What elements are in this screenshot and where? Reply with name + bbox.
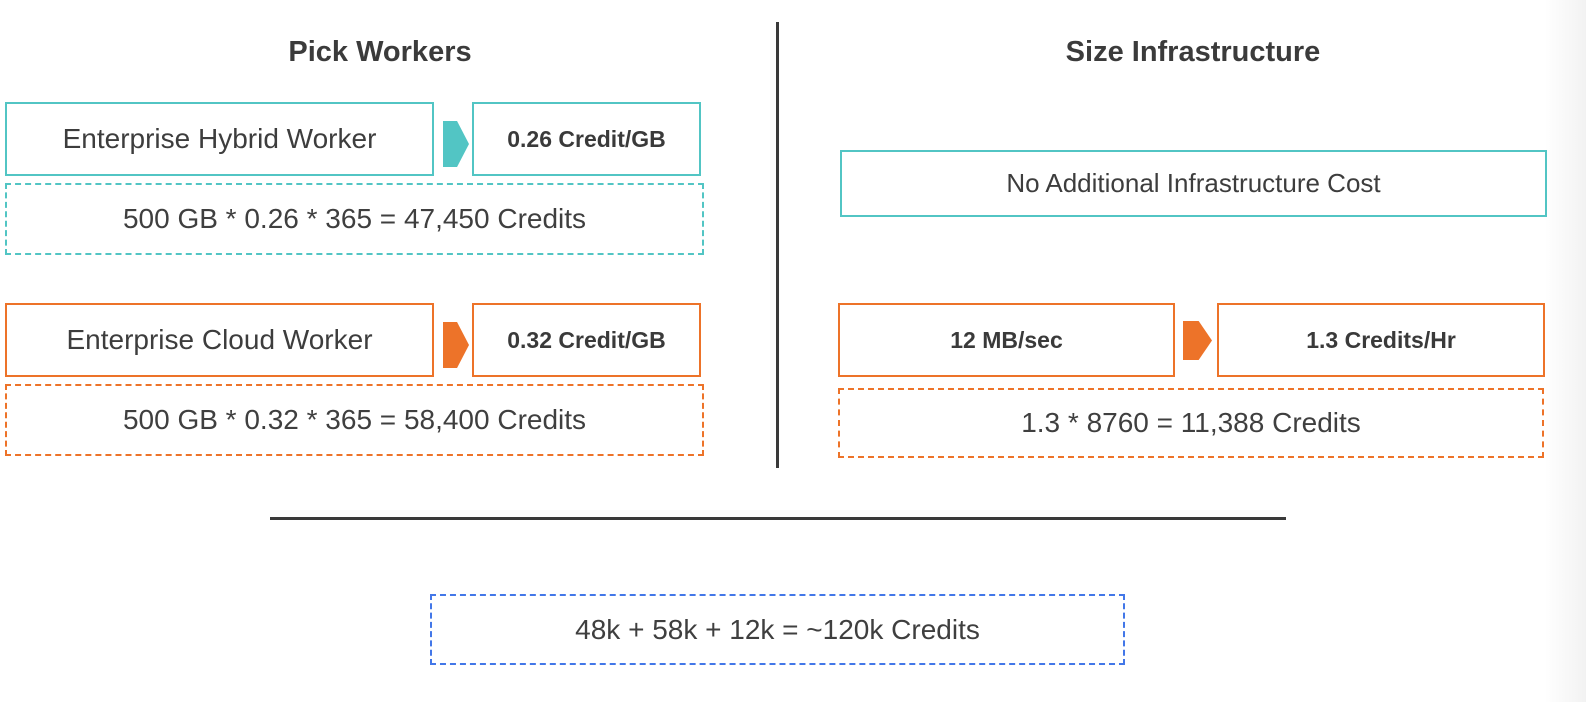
arrow-right-icon [443, 121, 469, 167]
enterprise-hybrid-worker-label: Enterprise Hybrid Worker [62, 123, 377, 154]
hybrid-calc-box: 500 GB * 0.26 * 365 = 47,450 Credits [5, 183, 704, 255]
infrastructure-calc-box: 1.3 * 8760 = 11,388 Credits [838, 388, 1544, 458]
cloud-rate-box: 0.32 Credit/GB [472, 303, 701, 377]
hybrid-rate-label: 0.26 Credit/GB [507, 125, 666, 152]
vertical-section-divider [776, 22, 779, 468]
throughput-label: 12 MB/sec [950, 326, 1063, 353]
total-credits-summary-text: 48k + 58k + 12k = ~120k Credits [575, 613, 980, 645]
left-section-title: Pick Workers [288, 36, 472, 68]
no-infrastructure-cost-box: No Additional Infrastructure Cost [840, 150, 1547, 217]
infrastructure-calc-text: 1.3 * 8760 = 11,388 Credits [1021, 407, 1361, 438]
right-section-title: Size Infrastructure [1065, 36, 1321, 68]
total-credits-summary-box: 48k + 58k + 12k = ~120k Credits [430, 594, 1125, 665]
cloud-calc-box: 500 GB * 0.32 * 365 = 58,400 Credits [5, 384, 704, 456]
hybrid-rate-box: 0.26 Credit/GB [472, 102, 701, 176]
cloud-rate-label: 0.32 Credit/GB [507, 326, 666, 353]
arrow-right-icon [1183, 321, 1212, 360]
hourly-rate-box: 1.3 Credits/Hr [1217, 303, 1545, 377]
hybrid-calc-text: 500 GB * 0.26 * 365 = 47,450 Credits [122, 203, 587, 234]
cloud-calc-text: 500 GB * 0.32 * 365 = 58,400 Credits [122, 404, 587, 435]
enterprise-cloud-worker-label: Enterprise Cloud Worker [66, 324, 373, 355]
horizontal-summary-divider [270, 517, 1286, 520]
throughput-box: 12 MB/sec [838, 303, 1175, 377]
enterprise-cloud-worker-box: Enterprise Cloud Worker [5, 303, 434, 377]
enterprise-hybrid-worker-box: Enterprise Hybrid Worker [5, 102, 434, 176]
no-infrastructure-cost-label: No Additional Infrastructure Cost [1006, 168, 1381, 198]
arrow-right-icon [443, 322, 469, 368]
hourly-rate-label: 1.3 Credits/Hr [1306, 326, 1456, 353]
page-edge-shading [1544, 0, 1586, 702]
